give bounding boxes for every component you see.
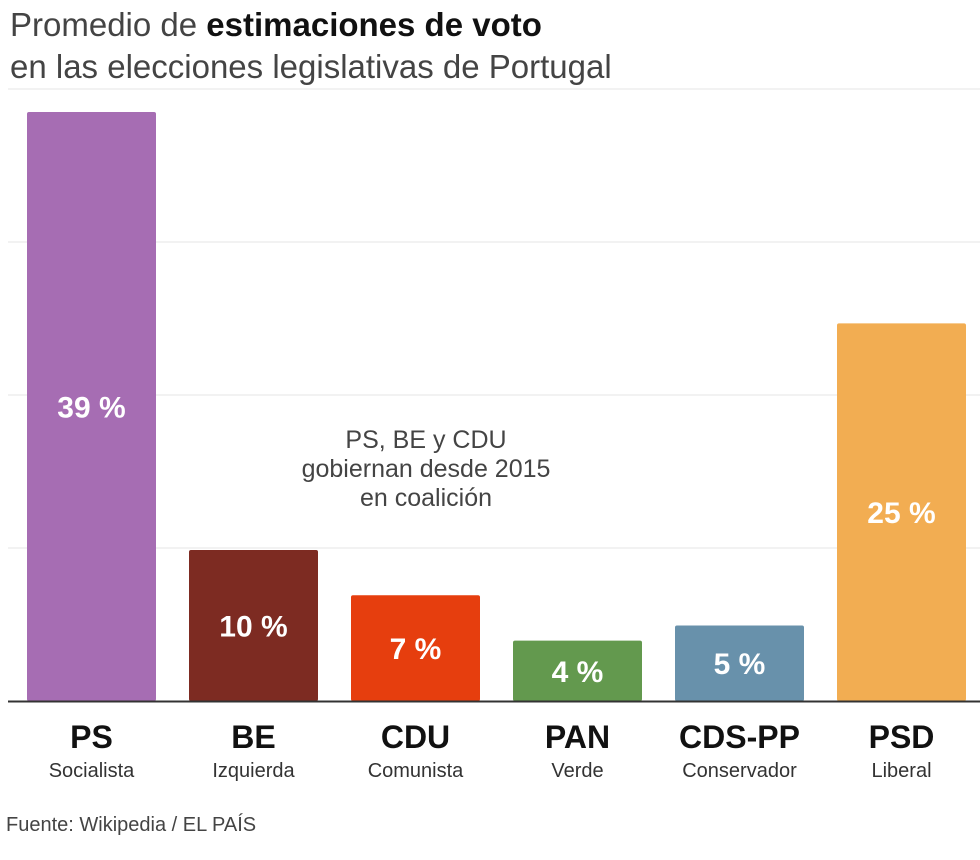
bar-value-label: 7 % (390, 633, 442, 666)
coalition-annotation-line: gobiernan desde 2015 (302, 455, 551, 483)
x-tick-label: PAN (545, 719, 610, 755)
bar-chart: 39 % PS Socialista 10 % BE Izquierda 7 % CDU Com… (8, 88, 980, 782)
x-tick-sublabel: Liberal (871, 760, 931, 782)
x-tick-sublabel: Izquierda (212, 760, 295, 782)
coalition-annotation-line: en coalición (360, 484, 492, 512)
bar-value-label: 10 % (219, 610, 287, 643)
coalition-annotation-line: PS, BE y CDU (345, 426, 506, 454)
x-tick-label: PS (70, 719, 113, 755)
x-tick-label: BE (231, 719, 275, 755)
bar-value-label: 4 % (552, 656, 604, 689)
bar-value-label: 5 % (714, 648, 766, 681)
x-tick-sublabel: Verde (551, 760, 603, 782)
chart-title: Promedio de estimaciones de voto en las e… (10, 4, 612, 88)
bar-psd (837, 323, 966, 701)
bar-value-label: 25 % (867, 497, 935, 530)
bar-ps (27, 112, 156, 701)
bar-cdu (351, 595, 480, 701)
x-tick-sublabel: Conservador (682, 760, 797, 782)
bar-be (189, 549, 318, 701)
bar-cds-pp (675, 625, 804, 701)
x-tick-label: PSD (869, 719, 935, 755)
x-tick-label: CDU (381, 719, 450, 755)
x-tick-sublabel: Comunista (368, 760, 464, 782)
x-tick-sublabel: Socialista (49, 760, 135, 782)
title-line2: en las elecciones legislativas de Portug… (10, 48, 612, 85)
bar-pan (513, 640, 642, 701)
bar-value-label: 39 % (57, 392, 125, 425)
source-note: Fuente: Wikipedia / EL PAÍS (6, 814, 257, 836)
x-tick-label: CDS-PP (679, 719, 800, 755)
title-bold: estimaciones de voto (206, 6, 542, 43)
title-prefix: Promedio de (10, 6, 207, 43)
